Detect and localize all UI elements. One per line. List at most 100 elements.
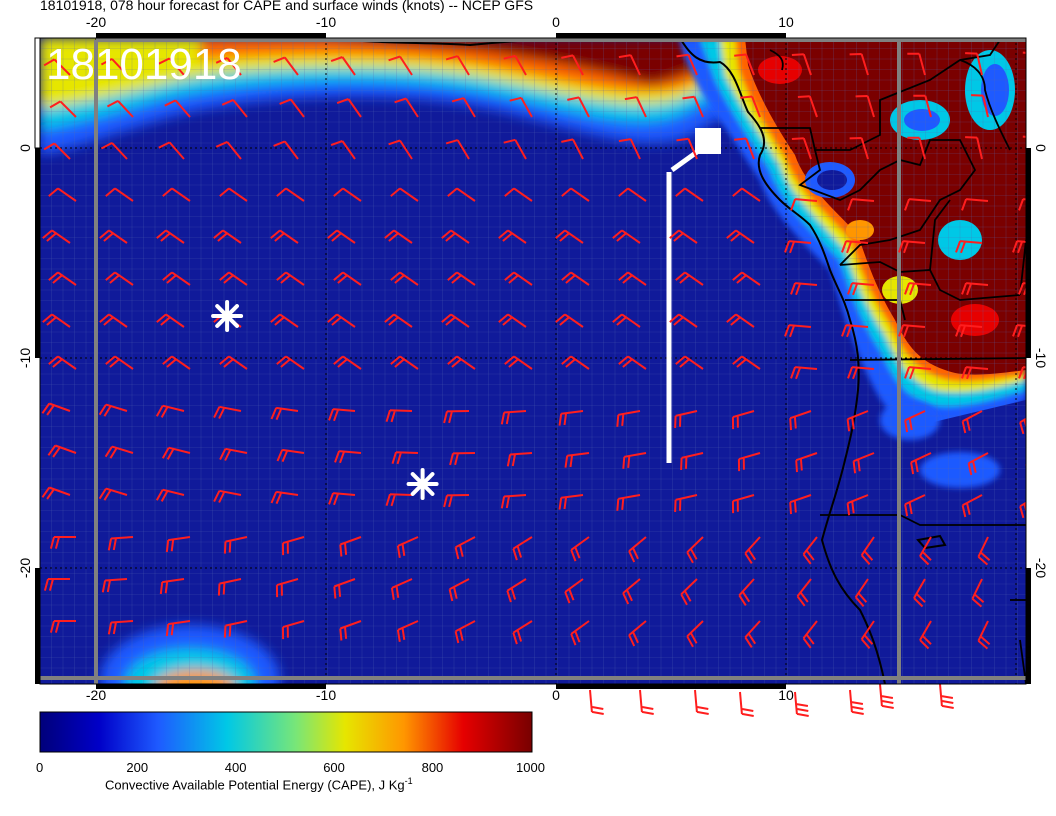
wind-barb <box>49 536 76 549</box>
wind-barb <box>270 406 299 421</box>
wind-barb <box>734 137 755 160</box>
wind-barb <box>744 536 761 564</box>
wind-barb <box>1018 282 1026 296</box>
wind-barb <box>503 138 527 160</box>
lon-tick-label-top: 10 <box>778 14 794 30</box>
wind-barb <box>270 490 299 505</box>
wind-barb <box>910 452 932 475</box>
wind-barb <box>732 271 761 286</box>
wind-barb <box>847 366 875 380</box>
wind-barb <box>860 536 875 565</box>
wind-barb <box>498 313 527 328</box>
wind-barb <box>841 324 869 338</box>
wind-barb <box>213 229 242 244</box>
wind-barb <box>904 366 932 380</box>
wind-barb <box>898 324 926 338</box>
wind-barb <box>1022 51 1026 54</box>
wind-barb <box>561 138 584 160</box>
wind-barb <box>919 620 932 650</box>
wind-barb <box>790 366 818 380</box>
wind-barb <box>327 229 356 244</box>
wind-barb <box>732 355 761 370</box>
wind-barb <box>737 452 761 472</box>
wind-barb <box>504 355 533 370</box>
wind-barb <box>961 366 989 380</box>
wind-barb <box>162 271 191 286</box>
wind-barb <box>396 620 419 642</box>
wind-barb <box>43 142 71 160</box>
wind-barb <box>1031 579 1042 607</box>
wind-barb <box>498 229 527 244</box>
wind-barb <box>739 691 754 717</box>
map-frame <box>39 37 1027 685</box>
wind-barb <box>849 689 864 715</box>
wind-barb <box>849 137 869 160</box>
wind-barb <box>165 620 191 637</box>
wind-barb <box>618 355 647 370</box>
wind-barb <box>101 578 128 593</box>
wind-barb <box>795 452 818 473</box>
wind-barb <box>504 187 533 202</box>
wind-barb <box>219 447 248 461</box>
cape-field <box>40 38 1042 684</box>
wind-barb <box>616 410 641 427</box>
wind-barb <box>794 691 809 717</box>
wind-barb <box>441 229 470 244</box>
wind-barb <box>339 536 362 557</box>
wind-barb <box>276 271 305 286</box>
wind-barb <box>42 229 71 244</box>
wind-barbs-outside <box>589 683 954 717</box>
wind-barb <box>555 229 584 244</box>
lon-tick-label-top: -10 <box>316 14 336 30</box>
wind-barb <box>443 494 470 508</box>
wind-barb <box>47 444 77 458</box>
lon-tick-label-top: 0 <box>552 14 560 30</box>
wind-barb <box>385 493 413 507</box>
wind-barb <box>1025 463 1026 468</box>
wind-barb <box>388 139 413 160</box>
wind-barb <box>913 578 926 608</box>
wind-barb <box>734 53 755 76</box>
wind-barb <box>394 97 419 118</box>
wind-barb <box>390 271 419 286</box>
wind-barb <box>860 620 875 649</box>
wind-barb <box>270 229 299 244</box>
wind-barb <box>680 452 704 470</box>
wind-barb <box>847 198 875 211</box>
wind-barb <box>330 56 356 76</box>
wind-barb <box>904 494 926 517</box>
wind-barb <box>105 187 134 202</box>
wind-barb <box>158 57 185 76</box>
wind-barb <box>669 229 698 244</box>
wind-barb <box>391 451 419 465</box>
wind-barb <box>907 136 926 160</box>
wind-barb <box>961 198 989 211</box>
wind-barb <box>384 313 413 328</box>
wind-barb <box>919 536 932 566</box>
wind-barb <box>675 355 704 370</box>
wind-barb <box>155 404 185 418</box>
wind-barb <box>564 578 584 604</box>
wind-barb <box>789 410 812 431</box>
lat-tick-label-right: -10 <box>1033 348 1049 368</box>
wind-barb <box>390 578 413 600</box>
lat-tick-label-left: -10 <box>17 348 33 368</box>
wind-barb <box>904 282 932 296</box>
wind-barb <box>165 536 191 553</box>
wind-barb <box>217 578 242 596</box>
wind-barb <box>674 410 698 428</box>
wind-barb <box>676 137 698 160</box>
wind-barb <box>447 271 476 286</box>
wind-barb <box>48 271 77 286</box>
wind-barb <box>790 198 818 211</box>
wind-barb <box>447 355 476 370</box>
wind-barb <box>276 187 305 202</box>
wind-barb <box>219 271 248 286</box>
wind-barb <box>849 53 869 76</box>
wind-barb <box>612 229 641 244</box>
wind-barb <box>334 450 362 464</box>
wind-barb <box>732 187 761 202</box>
wind-barb <box>500 410 527 425</box>
wind-barb <box>49 620 76 633</box>
lat-tick-label-left: 0 <box>17 144 33 152</box>
